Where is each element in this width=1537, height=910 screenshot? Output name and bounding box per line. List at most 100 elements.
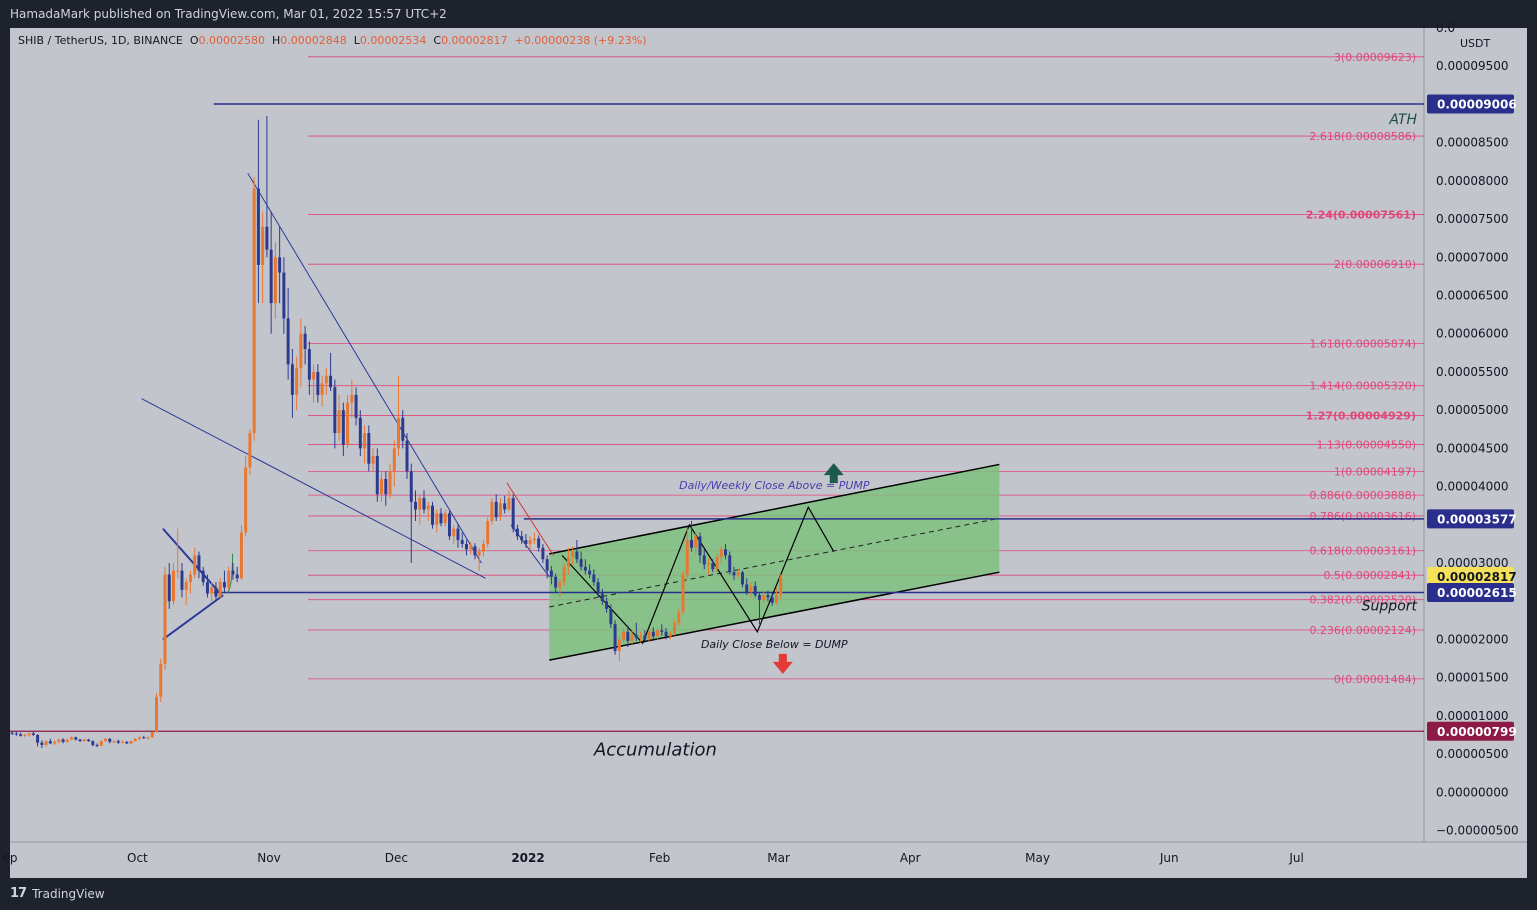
candle-body	[138, 737, 141, 739]
fib-level-label: 2.24(0.00007561)	[1306, 208, 1416, 221]
y-tick-label: 0.00005000	[1436, 403, 1509, 417]
candle-body	[27, 733, 31, 735]
candle-body	[639, 635, 643, 638]
candle-body	[766, 595, 770, 598]
high-label: H	[271, 34, 281, 47]
candle-body	[329, 375, 333, 388]
candle-body	[698, 536, 702, 556]
candle-body	[129, 741, 133, 744]
candle-body	[303, 333, 307, 350]
candle-body	[78, 739, 82, 742]
candle-body	[222, 582, 226, 588]
close-label: C	[433, 34, 442, 47]
candle-body	[74, 737, 78, 740]
candle-body	[431, 505, 434, 525]
candle-body	[23, 734, 27, 736]
candle-body	[681, 574, 685, 612]
candle-body	[65, 739, 69, 742]
candle-body	[524, 540, 528, 544]
candle-body	[537, 538, 541, 548]
fib-level-label: 1(0.00004197)	[1334, 466, 1416, 479]
support-label: Support	[1362, 598, 1418, 614]
price-badge	[1427, 721, 1514, 741]
candle-body	[422, 498, 426, 510]
horizontal-lines	[10, 103, 1424, 732]
candle-body	[388, 471, 392, 495]
candle-body	[269, 249, 273, 304]
candle-body	[193, 555, 197, 575]
candle-body	[511, 498, 515, 529]
candle-body	[545, 559, 549, 571]
candle-body	[757, 595, 761, 600]
candle-body	[159, 663, 163, 697]
candle-body	[481, 543, 485, 552]
candle-body	[617, 639, 621, 651]
candle-body	[583, 566, 587, 571]
y-tick-label: 0.00006500	[1436, 289, 1509, 303]
candle-body	[112, 741, 116, 743]
candle-body	[397, 417, 401, 449]
candle-body	[562, 566, 566, 583]
candle-body	[31, 733, 35, 735]
price-badge	[1427, 582, 1514, 602]
candle-body	[197, 555, 201, 571]
candle-body	[299, 333, 303, 369]
fib-level-label: 0.786(0.00003616)	[1309, 510, 1416, 523]
fib-level-label: 0.618(0.00003161)	[1309, 545, 1416, 558]
accumulation-label: Accumulation	[593, 739, 717, 760]
candle-body	[324, 375, 328, 384]
candle-body	[278, 257, 282, 273]
y-tick-label: 0.00001500	[1436, 671, 1509, 685]
candle-body	[673, 622, 677, 634]
candle-body	[549, 570, 553, 577]
tradingview-logo[interactable]: 17 TradingView	[10, 886, 105, 901]
candle-body	[694, 536, 698, 548]
candle-body	[460, 540, 464, 544]
candle-body	[592, 574, 596, 583]
candle-body	[40, 742, 44, 745]
accumulation-channel	[549, 463, 1000, 661]
open-label: O	[189, 34, 199, 47]
candle-body	[363, 433, 367, 449]
candle-body	[286, 318, 290, 365]
candle-body	[316, 371, 320, 395]
candle-body	[532, 538, 536, 541]
candle-body	[664, 631, 668, 637]
price-badge-label: 0.00003577	[1437, 512, 1517, 526]
candle-body	[227, 570, 231, 588]
candle-body	[448, 513, 451, 537]
y-tick-label: 0.00008500	[1436, 136, 1509, 150]
candle-body	[630, 634, 634, 641]
x-tick-label: Jun	[1159, 851, 1179, 865]
candle-body	[613, 624, 617, 651]
triangle-pattern	[162, 527, 224, 641]
candle-body	[44, 741, 48, 745]
candle-body	[214, 587, 218, 597]
chart-frame[interactable]	[10, 28, 1527, 878]
candle-body	[634, 634, 638, 638]
candle-body	[99, 741, 103, 746]
low-value: 0.00002534	[359, 34, 427, 47]
falling-wedge-lower	[141, 398, 486, 579]
x-tick-label: Oct	[127, 851, 148, 865]
candle-body	[426, 505, 430, 510]
candle-body	[167, 574, 171, 602]
candle-body	[732, 572, 736, 576]
candle-body	[469, 546, 473, 550]
candle-body	[184, 582, 188, 590]
candle-body	[235, 574, 239, 579]
axis-layer: 0.0 0.00009500 0.00008500 0.00008000 0.00007…	[3, 21, 1527, 865]
candle-body	[515, 528, 519, 537]
candle-body	[333, 387, 337, 434]
candle-body	[779, 576, 783, 596]
candle-body	[282, 272, 286, 319]
tradingview-brand: TradingView	[32, 886, 105, 901]
y-tick-label: 0.00000000	[1436, 785, 1509, 799]
annotations: ATH Support Accumulation Daily/Weekly Close…	[593, 112, 1418, 760]
candle-body	[261, 226, 265, 265]
candle-body	[320, 383, 324, 395]
ath-label: ATH	[1388, 112, 1417, 128]
channel-lower-line	[549, 571, 1000, 661]
candle-body	[715, 556, 719, 570]
